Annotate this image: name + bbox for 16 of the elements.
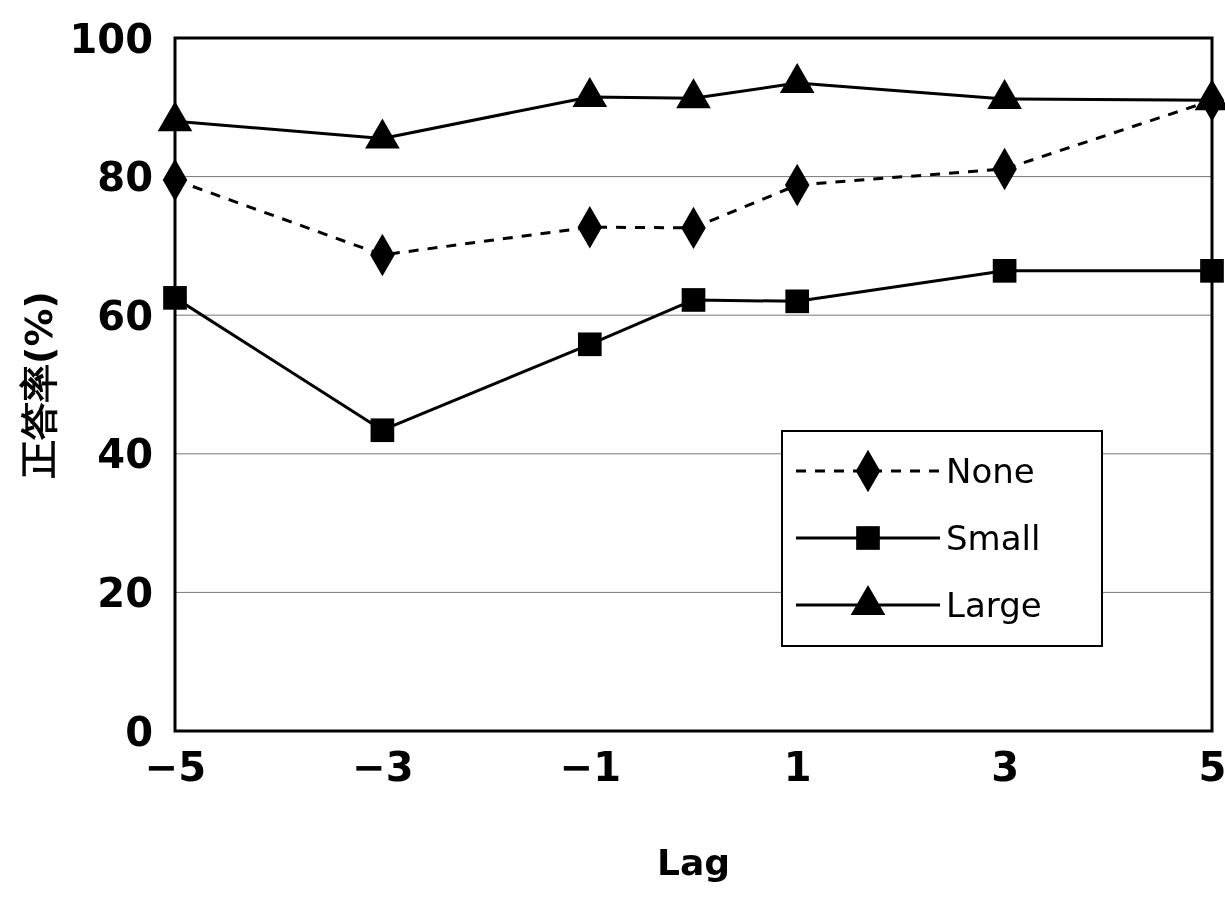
x-tick-label: 3 [991,744,1020,791]
y-tick-label: 40 [97,431,153,478]
legend-label: None [946,450,1035,491]
legend-label: Small [946,517,1041,558]
y-tick-label: 0 [125,708,153,755]
y-axis-title: 正答率(%) [17,291,61,478]
y-tick-label: 20 [97,569,153,616]
x-axis-title: Lag [656,842,731,883]
x-tick-label: −3 [352,744,414,791]
x-tick-label: 5 [1198,744,1225,791]
x-tick-label: −1 [559,744,621,791]
y-tick-label: 60 [97,292,153,339]
x-tick-label: 1 [783,744,812,791]
y-tick-label: 80 [97,154,153,201]
legend-label: Large [946,584,1042,625]
y-tick-label: 100 [69,15,153,62]
